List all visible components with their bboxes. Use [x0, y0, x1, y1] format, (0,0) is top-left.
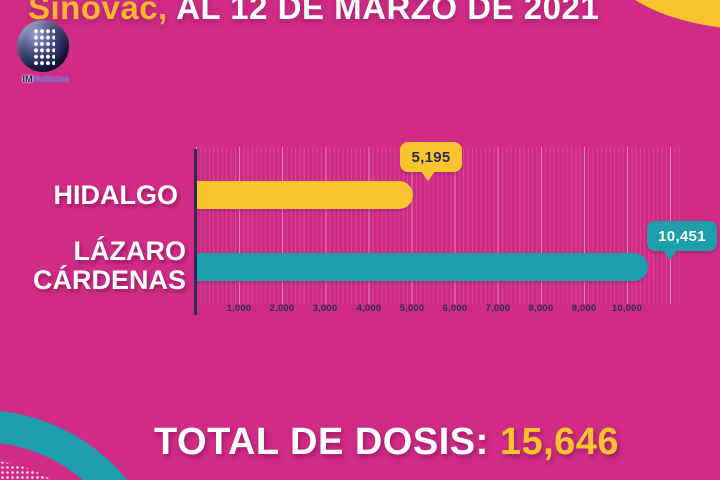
yellow-corner-blob — [600, 0, 720, 30]
value-callout-lazaro-cardenas: 10,451 — [647, 221, 717, 251]
category-label-hidalgo: HIDALGO — [53, 180, 179, 210]
chart-y-axis-line — [194, 149, 197, 315]
callout-pointer-lazaro-cardenas — [662, 249, 678, 260]
logo-caption: IMNoticias — [14, 74, 78, 84]
x-axis-tick-9000: 9,000 — [571, 303, 597, 314]
x-axis-tick-10000: 10,000 — [611, 303, 643, 314]
value-callout-hidalgo: 5,195 — [400, 142, 462, 172]
total-doses-value: 15,646 — [499, 421, 620, 463]
callout-pointer-hidalgo — [420, 170, 436, 181]
x-axis-tick-2000: 2,000 — [269, 303, 295, 314]
x-axis-tick-7000: 7,000 — [485, 303, 511, 314]
x-axis-tick-3000: 3,000 — [312, 303, 338, 314]
category-label-lazaro-cardenas: LÁZARO CÁRDENAS — [32, 236, 186, 295]
total-doses-label: TOTAL DE DOSIS: — [154, 421, 489, 463]
logo-text-im: IM — [22, 74, 33, 84]
logo-dot-grid-icon — [32, 27, 55, 65]
im-noticias-logo: IMNoticias — [14, 20, 78, 84]
logo-text-noticias: Noticias — [32, 74, 70, 84]
logo-sphere-icon — [17, 20, 69, 72]
x-axis-tick-4000: 4,000 — [356, 303, 382, 314]
x-axis-tick-1000: 1,000 — [226, 303, 252, 314]
x-axis-tick-5000: 5,000 — [399, 303, 425, 314]
bar-lazaro-cardenas — [197, 253, 648, 281]
x-axis-tick-6000: 6,000 — [442, 303, 468, 314]
bar-hidalgo — [197, 181, 413, 209]
x-axis-tick-8000: 8,000 — [528, 303, 554, 314]
title-date: AL 12 DE MARZO DE 2021 — [167, 0, 600, 26]
total-doses: TOTAL DE DOSIS: 15,646 — [154, 421, 619, 464]
page-title: Sinovac, AL 12 DE MARZO DE 2021 — [28, 0, 599, 27]
